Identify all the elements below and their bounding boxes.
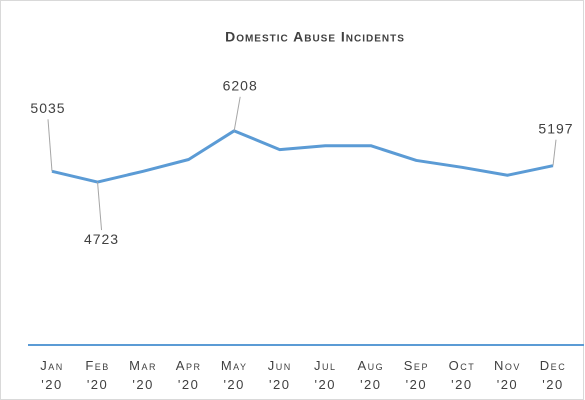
x-tick-label: Nov '20 <box>494 358 521 392</box>
data-label: 4723 <box>84 231 119 247</box>
data-label: 5035 <box>30 100 65 116</box>
data-label: 5197 <box>538 120 573 136</box>
x-tick-label: Sep '20 <box>404 358 429 392</box>
x-tick-label: May '20 <box>221 358 248 392</box>
x-tick-label: Mar '20 <box>129 358 157 392</box>
chart-title: Domestic Abuse Incidents <box>225 29 405 45</box>
x-tick-label: Aug '20 <box>357 358 384 392</box>
data-label: 6208 <box>223 78 258 94</box>
leader-line <box>97 182 103 231</box>
x-tick-label: Jun '20 <box>268 358 292 392</box>
leader-line <box>552 139 557 166</box>
x-tick-label: Oct '20 <box>449 358 476 392</box>
line-series <box>51 129 554 184</box>
x-tick-label: Jul '20 <box>314 358 337 392</box>
leader-line <box>47 119 53 172</box>
x-tick-label: Jan '20 <box>40 358 64 392</box>
leader-line <box>233 96 241 131</box>
x-tick-label: Dec '20 <box>540 358 566 392</box>
x-tick-label: Apr '20 <box>176 358 202 392</box>
x-tick-label: Feb '20 <box>85 358 109 392</box>
